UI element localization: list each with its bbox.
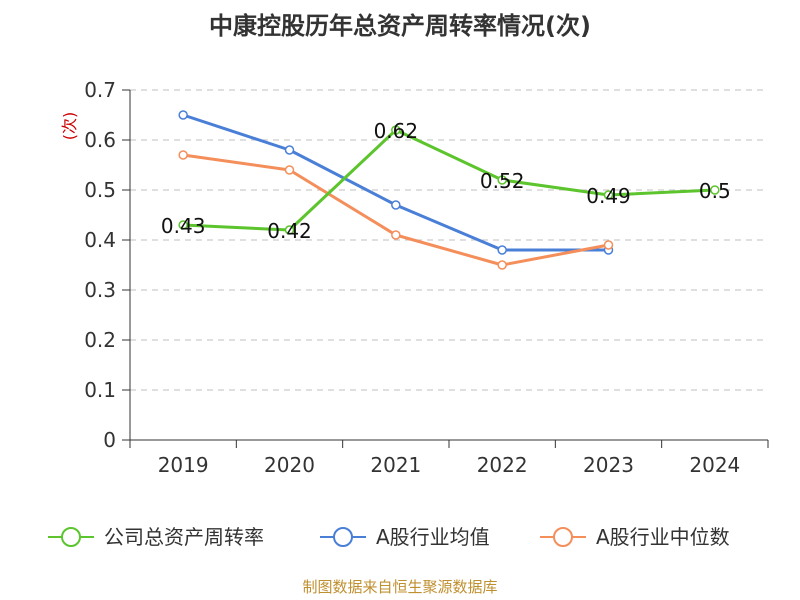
chart-title: 中康控股历年总资产周转率情况(次) — [209, 12, 591, 40]
data-point — [497, 260, 507, 270]
y-tick-label: 0.1 — [84, 378, 116, 402]
y-tick-label: 0 — [103, 428, 116, 452]
series-3 — [178, 150, 614, 270]
data-point — [284, 225, 295, 235]
y-tick-label: 0.2 — [84, 328, 116, 352]
series-1 — [178, 125, 720, 235]
data-point — [391, 200, 401, 210]
x-tick-label: 2022 — [477, 453, 528, 477]
data-label: 0.49 — [586, 184, 631, 208]
data-point — [497, 245, 507, 255]
y-tick-label: 0.7 — [84, 78, 116, 102]
data-point — [391, 230, 401, 240]
legend-label: A股行业均值 — [376, 525, 490, 549]
x-tick-label: 2021 — [370, 453, 421, 477]
data-label: 0.42 — [267, 219, 312, 243]
y-tick-label: 0.6 — [84, 128, 116, 152]
series-layer: 0.43 0.42 0.62 0.52 0.49 0.5 — [161, 110, 731, 270]
data-point — [603, 190, 614, 200]
x-tick-label: 2019 — [158, 453, 209, 477]
data-label: 0.52 — [480, 169, 525, 193]
axes: 0 0.1 0.2 0.3 0.4 0.5 0.6 0.7 2019 2020 2021 2022 20… — [84, 78, 769, 477]
data-label: 0.5 — [699, 179, 731, 203]
data-label: 0.43 — [161, 214, 206, 238]
data-point — [178, 110, 188, 120]
legend-label: A股行业中位数 — [596, 525, 730, 549]
x-tick-label: 2023 — [583, 453, 634, 477]
y-tick-label: 0.4 — [84, 228, 116, 252]
data-point — [603, 240, 614, 250]
data-point — [710, 185, 720, 195]
series-line — [183, 128, 715, 232]
legend-label: 公司总资产周转率 — [104, 525, 264, 549]
data-point — [497, 175, 507, 185]
legend-marker — [553, 527, 573, 547]
data-label: 0.62 — [374, 119, 419, 143]
x-tick-label: 2024 — [689, 453, 740, 477]
data-point — [178, 220, 188, 230]
series-2 — [178, 110, 614, 255]
legend-marker — [61, 527, 81, 547]
data-point — [178, 150, 188, 160]
data-point — [391, 125, 401, 135]
source-note: 制图数据来自恒生聚源数据库 — [302, 578, 497, 596]
y-tick-label: 0.3 — [84, 278, 116, 302]
data-point — [284, 145, 295, 155]
x-tick-label: 2020 — [264, 453, 315, 477]
y-tick-label: 0.5 — [84, 178, 116, 202]
legend: 公司总资产周转率 A股行业均值 A股行业中位数 — [48, 525, 730, 549]
data-point — [284, 165, 295, 175]
grid-lines — [130, 89, 768, 391]
legend-marker — [333, 527, 353, 547]
y-axis-label: (次) — [60, 112, 79, 141]
